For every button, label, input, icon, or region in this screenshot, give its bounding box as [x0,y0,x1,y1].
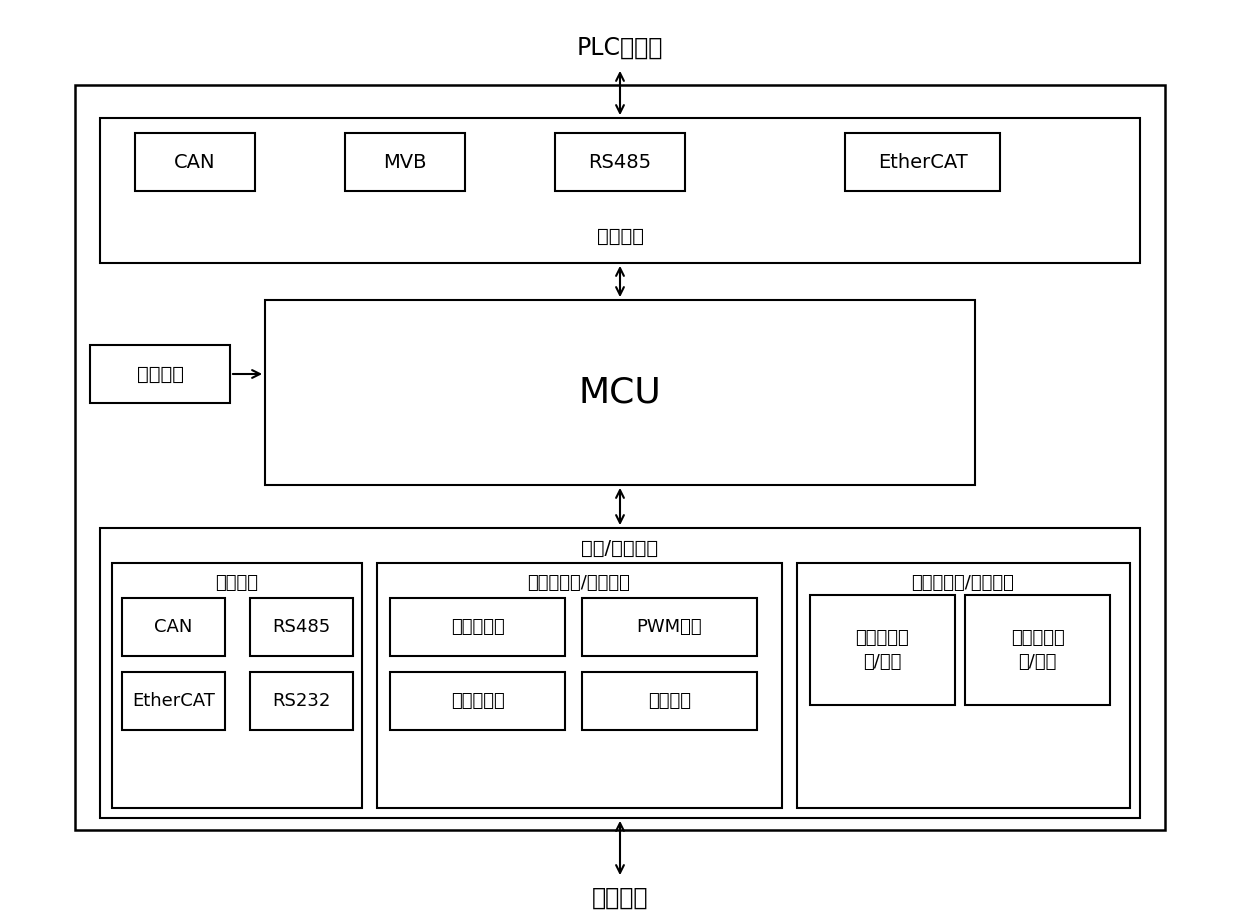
Text: RS485: RS485 [273,618,331,636]
Text: 继电器输出: 继电器输出 [450,692,505,710]
Text: PWM输出: PWM输出 [636,618,702,636]
Text: 继电器输入: 继电器输入 [450,618,505,636]
Text: 频率输入: 频率输入 [649,692,691,710]
Bar [965,595,1110,705]
Text: 输入/输出接口: 输入/输出接口 [582,539,658,557]
Text: 通信接口: 通信接口 [216,574,258,592]
Bar [100,528,1140,818]
Bar [122,598,224,656]
Text: EtherCAT: EtherCAT [878,153,967,171]
Text: 数字量输入/输出接口: 数字量输入/输出接口 [527,574,630,592]
Bar [582,672,756,730]
Bar [377,563,782,808]
Text: 模拟电流输
入/输出: 模拟电流输 入/输出 [1011,628,1064,671]
Bar [74,85,1166,830]
Bar [265,300,975,485]
Bar [250,598,353,656]
Bar [135,133,255,191]
Bar [91,345,229,403]
Bar [844,133,999,191]
Text: 编址开关: 编址开关 [136,365,184,383]
Text: 被控设备: 被控设备 [591,886,649,910]
Bar [100,118,1140,263]
Text: PLC控制器: PLC控制器 [577,36,663,60]
Bar [345,133,465,191]
Bar [250,672,353,730]
Text: 模拟量输入/输出接口: 模拟量输入/输出接口 [911,574,1014,592]
Text: 总线接口: 总线接口 [596,227,644,246]
Text: RS232: RS232 [273,692,331,710]
Text: 模拟电压输
入/输出: 模拟电压输 入/输出 [856,628,909,671]
Text: CAN: CAN [154,618,192,636]
Bar [391,598,565,656]
Text: MCU: MCU [579,376,661,410]
Text: CAN: CAN [175,153,216,171]
Text: EtherCAT: EtherCAT [133,692,215,710]
Bar [556,133,684,191]
Bar [122,672,224,730]
Text: MVB: MVB [383,153,427,171]
Bar [810,595,955,705]
Bar [391,672,565,730]
Text: RS485: RS485 [589,153,651,171]
Bar [112,563,362,808]
Bar [582,598,756,656]
Bar [797,563,1130,808]
